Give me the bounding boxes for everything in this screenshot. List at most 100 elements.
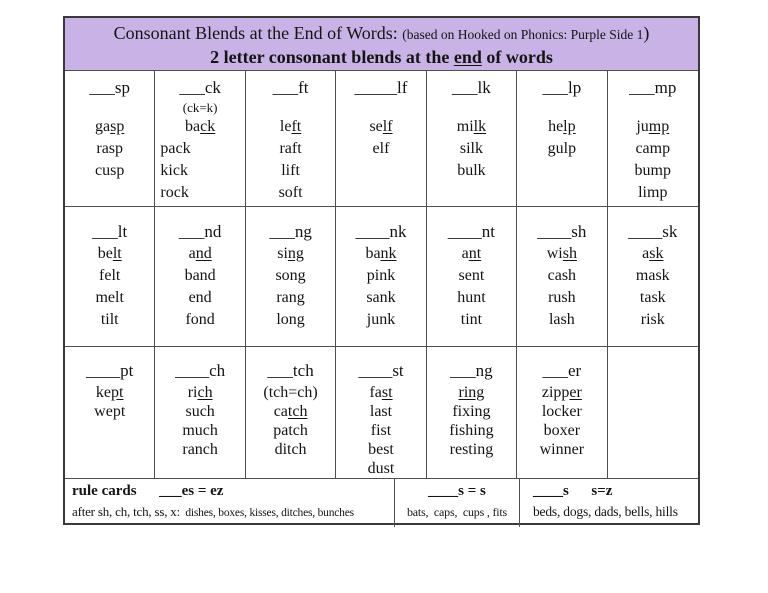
rule-examples-lead: beds, dogs, dads, bells, hills: [533, 504, 678, 519]
word: jump: [636, 118, 670, 135]
blend-heading: ___er: [542, 361, 582, 380]
blend-cell: ___nd and band end fond: [155, 207, 246, 347]
blend-heading: ___ck: [179, 78, 221, 97]
word: (tch=ch): [263, 384, 318, 401]
word: melt: [95, 289, 124, 306]
word: patch: [273, 422, 308, 439]
blend-row: ___lt belt felt melt tilt ___nd and band end fond…: [65, 207, 698, 347]
word: rock: [160, 184, 189, 201]
word: limp: [638, 184, 668, 201]
word: rich: [187, 384, 213, 401]
blend-cell: ___ft left raft lift soft: [245, 71, 337, 207]
blend-row: ___sp gasp rasp cusp ___ck (ck=k) back pack kic…: [65, 71, 698, 207]
word: such: [185, 403, 215, 420]
word: self: [369, 118, 393, 135]
rule-examples: bats, caps, cups , fits: [402, 502, 512, 522]
blend-cell: ____st fast last fist best dust: [336, 347, 427, 479]
blend-cell: ___ck (ck=k) back pack kick rock: [155, 71, 246, 207]
blend-heading: ____nt: [447, 222, 496, 241]
blend-heading: ___lp: [542, 78, 582, 97]
word: bump: [634, 162, 671, 179]
word: task: [639, 289, 666, 306]
blend-cell: ___lp help gulp: [517, 71, 608, 207]
word: sent: [458, 267, 485, 284]
word: lift: [281, 162, 300, 179]
word: left: [279, 118, 302, 135]
word: bank: [365, 245, 397, 262]
word: long: [276, 311, 305, 328]
word: belt: [97, 245, 122, 262]
word: ring: [458, 384, 485, 401]
blend-heading: ____st: [358, 361, 404, 380]
word: boxer: [543, 422, 581, 439]
rule-cell: ____s s=z beds, dogs, dads, bells, hills: [520, 479, 698, 527]
blend-cell: ___lk milk silk bulk: [426, 71, 518, 207]
blends-table: Consonant Blends at the End of Words: (b…: [63, 16, 700, 527]
word: soft: [278, 184, 303, 201]
rule-cell: ____s = s bats, caps, cups , fits: [395, 479, 520, 527]
blend-cell: ___sp gasp rasp cusp: [65, 71, 156, 207]
word: risk: [640, 311, 665, 328]
word: mask: [635, 267, 670, 284]
word: and: [188, 245, 212, 262]
blend-cell: ___lt belt felt melt tilt: [65, 207, 156, 347]
blend-heading: ___lt: [92, 222, 128, 241]
blend-cell: ___ng sing song rang long: [245, 207, 337, 347]
word: rush: [548, 289, 576, 306]
rule-cell: rule cards ___es = ez after sh, ch, tch, …: [65, 479, 395, 527]
word: much: [182, 422, 218, 439]
rule-examples-lead: after sh, ch, tch, ss, x:: [72, 504, 181, 519]
rule-examples: beds, dogs, dads, bells, hills: [533, 502, 691, 522]
word: junk: [366, 311, 396, 328]
word: resting: [449, 441, 494, 458]
word: wept: [94, 403, 126, 420]
blend-note: [608, 99, 698, 116]
blend-note: [427, 99, 516, 116]
word: gulp: [547, 140, 577, 157]
word: pack: [160, 140, 191, 157]
word: song: [275, 267, 306, 284]
word: fast: [369, 384, 393, 401]
blend-heading: ___tch: [267, 361, 314, 380]
word: winner: [539, 441, 585, 458]
word: zipper: [541, 384, 582, 401]
word: help: [548, 118, 576, 135]
rule-title: ____s = s: [428, 483, 486, 499]
subtitle-underlined-word: end: [453, 47, 482, 67]
word: locker: [541, 403, 582, 420]
word: pink: [366, 267, 396, 284]
word: ranch: [182, 441, 218, 458]
word: back: [185, 118, 216, 135]
word: silk: [459, 140, 483, 157]
word: lash: [548, 311, 575, 328]
word: fixing: [452, 403, 491, 420]
blend-heading: ____sk: [628, 222, 678, 241]
blend-note: [336, 99, 425, 116]
word: kick: [160, 162, 188, 179]
word: rang: [276, 289, 305, 306]
blend-heading: ____pt: [86, 361, 134, 380]
rule-title: ____s s=z: [533, 483, 613, 499]
word: cash: [547, 267, 577, 284]
blend-cell: ___mp jump camp bump limp: [607, 71, 698, 207]
table-title-banner: Consonant Blends at the End of Words: (b…: [65, 18, 698, 71]
word: end: [188, 289, 212, 306]
blend-cell: ____pt kept wept: [65, 347, 156, 479]
blend-cell: ____sh wish cash rush lash: [517, 207, 608, 347]
title-close-paren: ): [643, 23, 650, 43]
blend-heading: ____sh: [537, 222, 587, 241]
word: ant: [461, 245, 482, 262]
blend-heading: ____ch: [175, 361, 226, 380]
rule-examples: after sh, ch, tch, ss, x: dishes, boxes,…: [72, 502, 387, 523]
word: tilt: [100, 311, 119, 328]
blend-note: (ck=k): [182, 100, 218, 115]
word: dust: [367, 460, 395, 477]
blend-heading: ___ng: [450, 361, 493, 380]
word: hunt: [457, 289, 486, 306]
word: cusp: [95, 162, 125, 179]
word: ask: [642, 245, 664, 262]
